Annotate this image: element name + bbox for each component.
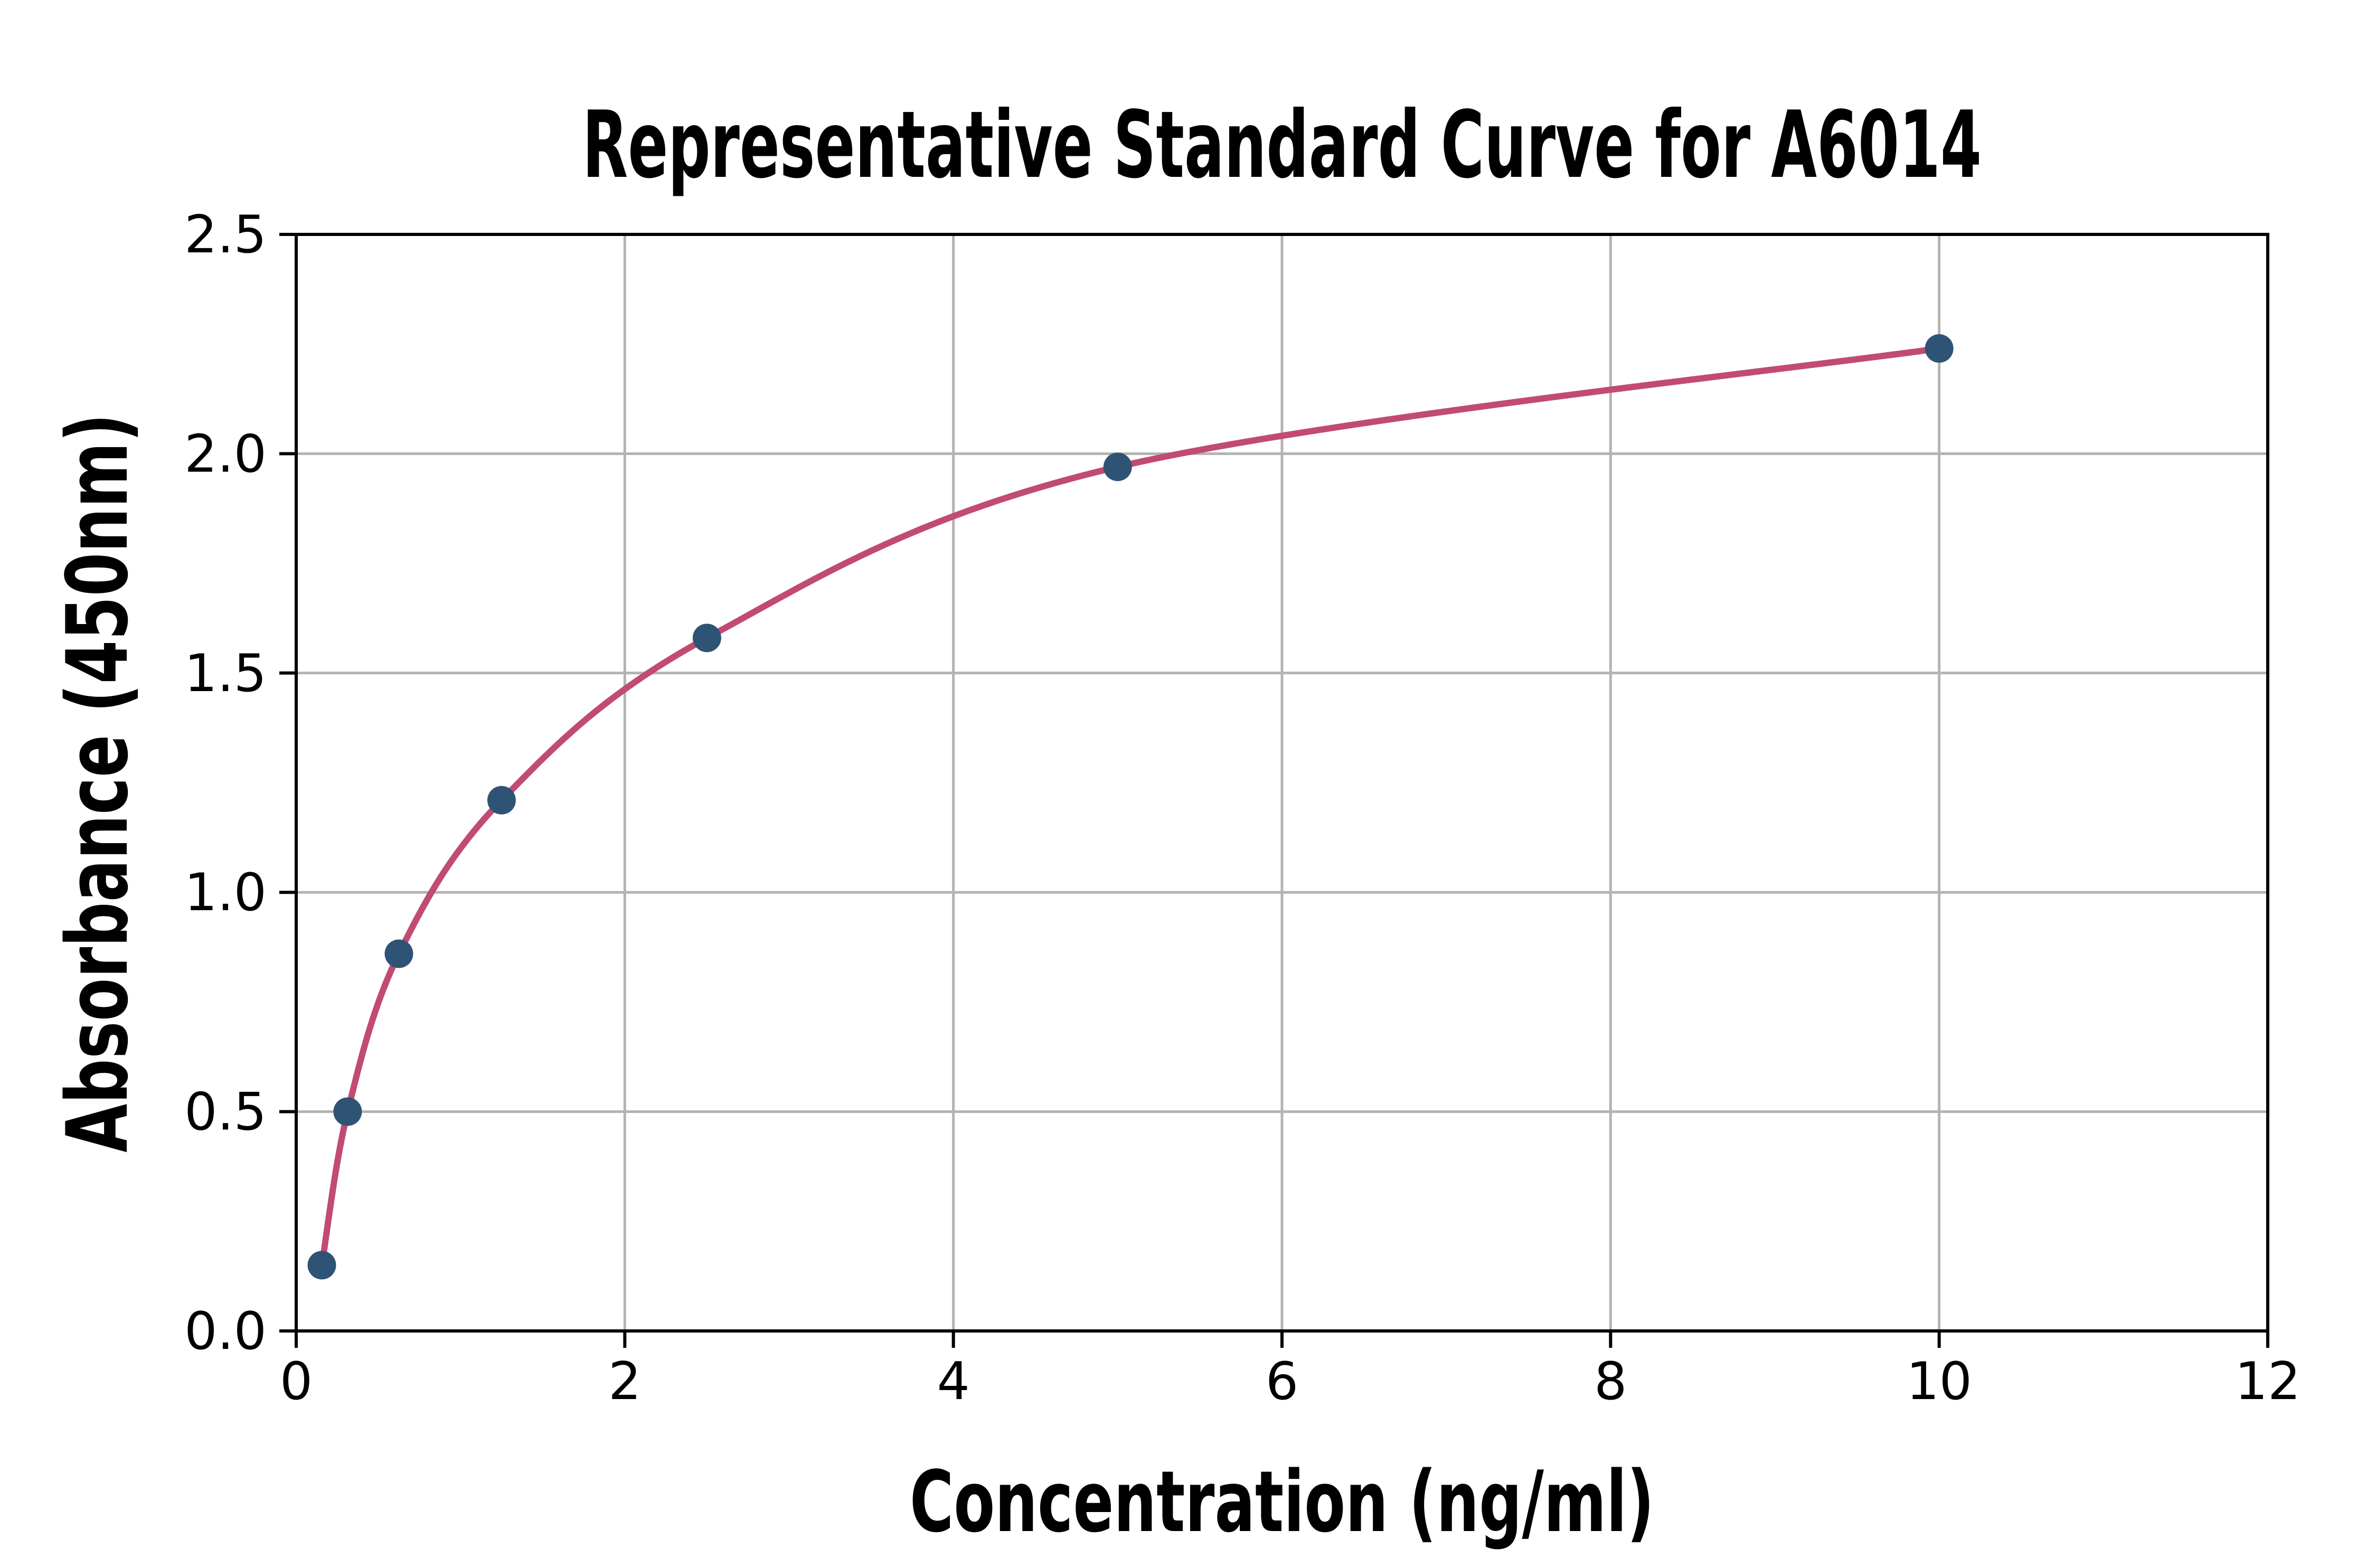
y-tick-label-1: 1.0 <box>184 863 267 923</box>
y-tick-label-2: 2.0 <box>184 424 267 484</box>
grid-layer <box>296 234 2268 1331</box>
y-tick-label-1.5: 1.5 <box>184 644 267 704</box>
x-tick-label-6: 6 <box>1266 1352 1298 1412</box>
data-point-0.313 <box>333 1097 362 1126</box>
y-tick-label-2.5: 2.5 <box>184 205 267 265</box>
x-axis-label: Concentration (ng/ml) <box>910 1452 1654 1551</box>
x-tick-label-2: 2 <box>608 1352 641 1412</box>
chart-title: Representative Standard Curve for A6014 <box>582 92 1982 199</box>
y-tick-label-0: 0.0 <box>184 1301 267 1362</box>
data-point-0.156 <box>307 1251 336 1280</box>
tick-layer: 0 2 4 6 8 10 12 0.0 0.5 1.0 1.5 2.0 2.5 <box>184 205 2300 1412</box>
y-tick-label-0.5: 0.5 <box>184 1082 267 1142</box>
x-tick-label-10: 10 <box>1906 1352 1972 1412</box>
x-tick-label-4: 4 <box>937 1352 969 1412</box>
fit-curve <box>318 345 1943 1269</box>
x-tick-label-0: 0 <box>280 1352 313 1412</box>
y-axis-label: Absorbance (450nm) <box>48 413 147 1153</box>
data-point-0.625 <box>384 939 413 968</box>
data-point-5 <box>1103 452 1132 481</box>
data-point-1.25 <box>487 786 516 815</box>
data-point-10 <box>1925 334 1954 363</box>
data-layer <box>307 334 1954 1280</box>
x-tick-label-8: 8 <box>1594 1352 1627 1412</box>
data-point-2.5 <box>692 624 721 653</box>
x-tick-label-12: 12 <box>2235 1352 2301 1412</box>
